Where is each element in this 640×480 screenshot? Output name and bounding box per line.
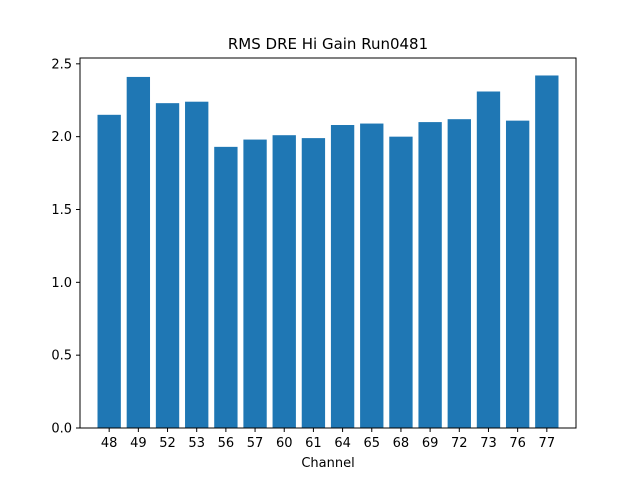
x-tick-label: 77 [539, 436, 556, 451]
x-tick-label: 65 [363, 436, 380, 451]
bar-60 [272, 135, 296, 429]
bar-49 [126, 76, 151, 428]
bar-68 [389, 136, 413, 428]
x-axis-label: Channel [301, 456, 354, 471]
bar-48 [97, 114, 121, 428]
y-ticks-group: 0.0 0.5 1.0 1.5 2.0 2.5 [51, 57, 80, 437]
x-tick-label: 60 [276, 436, 293, 451]
x-tick-label: 64 [334, 436, 351, 451]
bar-52 [155, 103, 180, 429]
bar-61 [301, 138, 326, 428]
x-tick-label: 76 [509, 436, 526, 451]
bar-56 [214, 146, 238, 428]
bar-53 [185, 101, 209, 428]
bars-group [97, 75, 559, 429]
y-tick-label: 0.0 [51, 422, 72, 437]
y-tick-label: 2.5 [51, 57, 72, 72]
bar-57 [243, 139, 267, 428]
x-tick-label: 69 [422, 436, 439, 451]
x-tick-label: 53 [188, 436, 205, 451]
x-tick-label: 48 [101, 436, 118, 451]
chart-title: RMS DRE Hi Gain Run0481 [228, 35, 428, 53]
bar-64 [330, 125, 355, 428]
bar-73 [476, 91, 501, 428]
bar-69 [418, 122, 442, 429]
y-tick-label: 2.0 [51, 130, 72, 145]
y-tick-label: 0.5 [51, 349, 72, 364]
bar-77 [535, 75, 559, 428]
bar-65 [360, 123, 384, 428]
plot-frame [79, 57, 577, 429]
y-tick-label: 1.5 [51, 203, 72, 218]
x-tick-label: 57 [247, 436, 264, 451]
bar-72 [447, 119, 471, 429]
x-tick-label: 52 [159, 436, 176, 451]
x-tick-label: 73 [480, 436, 497, 451]
x-tick-label: 68 [393, 436, 410, 451]
x-tick-label: 49 [130, 436, 147, 451]
x-tick-label: 61 [305, 436, 322, 451]
x-tick-label: 56 [218, 436, 235, 451]
x-tick-label: 72 [451, 436, 468, 451]
y-tick-label: 1.0 [51, 276, 72, 291]
x-ticks-group: 48 49 52 53 56 57 60 61 64 65 68 69 72 73 76 77 [101, 428, 555, 451]
bar-76 [505, 120, 530, 429]
